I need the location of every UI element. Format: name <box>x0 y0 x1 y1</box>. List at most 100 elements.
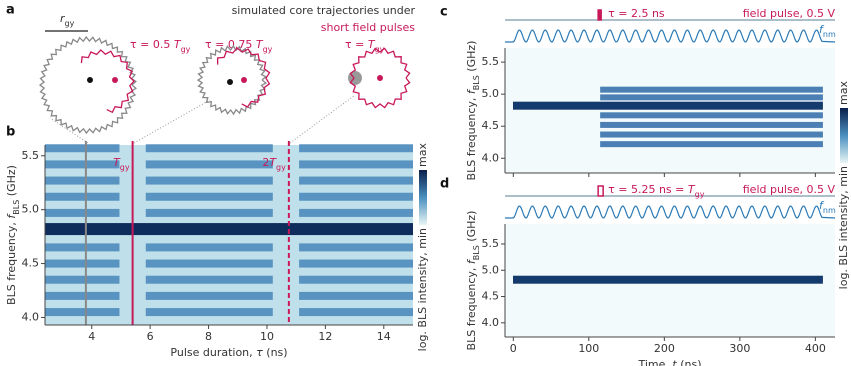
main-mode-band <box>45 223 413 236</box>
panel-label: a <box>6 3 15 18</box>
mode-band <box>45 208 120 217</box>
x-tick-label: 8 <box>205 330 212 343</box>
label-part: f <box>465 258 478 264</box>
panel-label: c <box>440 5 448 20</box>
label-part: BLS <box>12 200 21 215</box>
mode-band <box>145 308 273 317</box>
core <box>241 77 247 83</box>
panel-label: d <box>440 177 449 192</box>
x-tick-label: 12 <box>318 330 332 343</box>
main-mode-band <box>513 275 823 284</box>
y-tick-label: 5.5 <box>482 237 500 250</box>
x-axis-label: Time, t (ns) <box>637 358 701 366</box>
mode-band <box>600 121 823 128</box>
label-part: (GHz) <box>465 211 478 246</box>
y-tick-label: 5.0 <box>482 87 500 100</box>
connector <box>289 94 356 144</box>
signal-label: field pulse, 0.5 V <box>743 7 836 20</box>
colorbar <box>419 170 427 225</box>
mode-band <box>145 275 273 284</box>
mode-band <box>145 192 273 201</box>
label-part: (ns) <box>263 346 288 359</box>
mode-band <box>45 192 120 201</box>
pulse-label: τ = 5.25 ns = Tgy <box>608 183 705 199</box>
label-part: t <box>672 358 677 366</box>
mode-band <box>145 243 273 252</box>
x-tick-label: 200 <box>654 342 675 355</box>
label-part: f <box>5 213 18 219</box>
y-tick-label: 5.0 <box>22 203 40 216</box>
trajectory-label: τ = 0.5 Tgy <box>130 38 191 54</box>
trajectory <box>216 47 271 108</box>
label-part: τ = 2.5 ns <box>608 7 665 20</box>
x-tick-label: 6 <box>147 330 154 343</box>
mode-band <box>299 308 413 317</box>
oscillation <box>505 205 836 219</box>
y-tick-label: 5.5 <box>22 149 40 162</box>
pulse-label: τ = 2.5 ns <box>608 7 665 20</box>
mode-band <box>45 243 120 252</box>
mode-band <box>145 259 273 268</box>
label-part: BLS <box>472 75 481 90</box>
colorbar-max: max <box>837 81 850 105</box>
x-tick-label: 100 <box>578 342 599 355</box>
label-part: τ <box>256 346 263 359</box>
trajectory <box>80 49 135 114</box>
x-tick-label: 400 <box>805 342 826 355</box>
caption: short field pulses <box>321 21 416 34</box>
core <box>377 75 383 81</box>
label-part: T <box>269 156 277 169</box>
y-tick-label: 4.5 <box>22 257 40 270</box>
label-part: f <box>819 23 825 36</box>
label-part: 2 <box>262 156 269 169</box>
mode-band <box>299 160 413 169</box>
label-part: τ = 5.25 ns = <box>608 183 688 196</box>
fnm-label: fnm <box>819 199 836 215</box>
colorbar-max: max <box>416 143 429 167</box>
mode-band <box>299 275 413 284</box>
label-part: gy <box>276 163 286 172</box>
label-part: T <box>113 156 121 169</box>
mode-band <box>299 208 413 217</box>
mode-band <box>299 291 413 300</box>
mode-band <box>600 112 823 119</box>
y-axis-label: BLS frequency, fBLS (GHz) <box>5 165 21 305</box>
label-part: f <box>819 199 825 212</box>
y-tick-label: 4.0 <box>22 310 40 323</box>
mode-band <box>45 144 120 153</box>
colorbar-label: log. BLS intensity, min <box>837 166 850 289</box>
label-part: BLS frequency, <box>465 94 478 180</box>
label-part: gy <box>120 163 130 172</box>
x-axis-label: Pulse duration, τ (ns) <box>170 346 287 359</box>
core <box>87 77 93 83</box>
label-part: BLS frequency, <box>465 264 478 350</box>
y-axis-label: BLS frequency, fBLS (GHz) <box>465 211 481 351</box>
x-tick-label: 300 <box>729 342 750 355</box>
radius-label: rgy <box>60 12 75 28</box>
trajectory-label: τ = 0.75 Tgy <box>205 38 273 54</box>
y-tick-label: 4.0 <box>482 316 500 329</box>
caption: simulated core trajectories under <box>232 4 416 17</box>
y-tick-label: 5.5 <box>482 55 500 68</box>
x-tick-label: 0 <box>510 342 517 355</box>
layout: a b c d simulated core trajectories unde… <box>6 3 449 192</box>
label-part: Time, <box>637 358 672 366</box>
mode-band <box>45 275 120 284</box>
mode-band <box>145 160 273 169</box>
mode-band <box>45 160 120 169</box>
panel: τ = 5.25 ns = Tgy field pulse, 0.5 V fnm 4.… <box>465 183 836 366</box>
label-part: (GHz) <box>465 41 478 76</box>
marker-label: Tgy <box>113 156 130 172</box>
label-part: BLS frequency, <box>5 219 18 305</box>
plot-background <box>505 48 835 173</box>
y-tick-label: 4.0 <box>482 151 500 164</box>
label-part: T <box>688 183 696 196</box>
x-tick-label: 4 <box>88 330 95 343</box>
mode-band <box>45 291 120 300</box>
signal-label: field pulse, 0.5 V <box>743 183 836 196</box>
label-part: (ns) <box>677 358 702 366</box>
colorbar <box>840 108 848 163</box>
